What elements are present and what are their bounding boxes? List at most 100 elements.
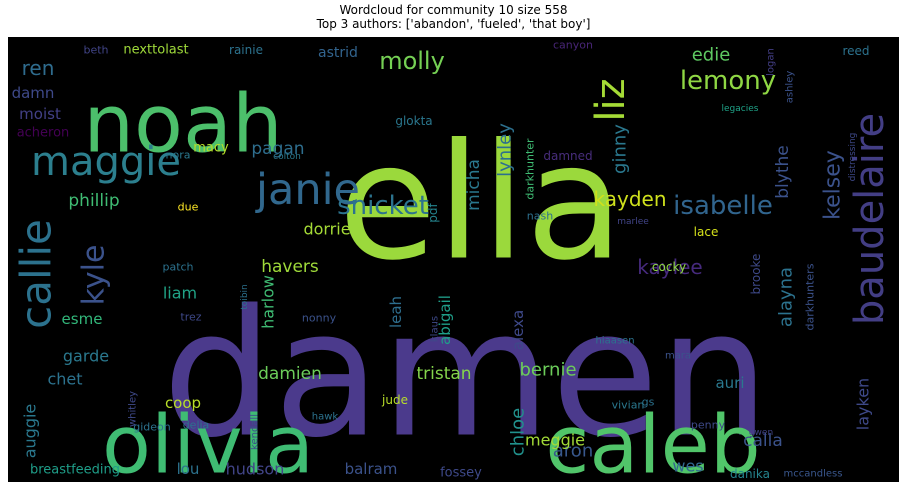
word-colton: colton bbox=[273, 152, 301, 162]
word-tristan: tristan bbox=[416, 364, 471, 384]
word-kayden: kayden bbox=[594, 187, 667, 211]
word-mara: mara bbox=[665, 351, 691, 362]
word-moist: moist bbox=[19, 105, 61, 123]
word-isabelle: isabelle bbox=[673, 191, 773, 221]
word-abigail: abigail bbox=[436, 295, 454, 345]
word-gs: gs bbox=[642, 396, 655, 409]
word-lynley: lynley bbox=[495, 123, 516, 177]
word-reed: reed bbox=[842, 44, 869, 58]
word-micha: micha bbox=[464, 159, 484, 211]
word-callie: callie bbox=[12, 219, 61, 329]
word-damned: damned bbox=[543, 149, 592, 163]
word-chloe: chloe bbox=[508, 408, 529, 456]
word-klaus: klaus bbox=[430, 316, 441, 342]
word-astrid: astrid bbox=[318, 45, 358, 61]
word-caleb: caleb bbox=[545, 399, 760, 483]
word-chet: chet bbox=[47, 370, 82, 389]
word-nonny: nonny bbox=[302, 312, 337, 325]
word-nexttolast: nexttolast bbox=[123, 43, 188, 58]
word-leah: leah bbox=[387, 296, 405, 328]
word-legacies: legacies bbox=[722, 104, 759, 114]
word-beth: beth bbox=[83, 44, 108, 57]
word-janie: janie bbox=[255, 165, 360, 215]
word-molly: molly bbox=[379, 47, 445, 75]
word-lace: lace bbox=[694, 225, 719, 239]
word-damien: damien bbox=[258, 364, 322, 384]
word-noah: noah bbox=[83, 78, 282, 171]
word-havers: havers bbox=[261, 257, 319, 277]
word-darkhunter: darkhunter bbox=[524, 138, 537, 200]
word-auri: auri bbox=[715, 374, 744, 392]
word-marlee: marlee bbox=[617, 217, 649, 227]
word-garde: garde bbox=[63, 347, 109, 366]
word-hudson: hudson bbox=[226, 460, 285, 479]
word-auggie: auggie bbox=[21, 404, 40, 459]
word-maggie: maggie bbox=[31, 139, 181, 185]
word-nora: nora bbox=[166, 149, 191, 162]
word-delia: delia bbox=[183, 419, 210, 432]
word-ella: ella bbox=[338, 109, 623, 296]
word-penny: penny bbox=[691, 419, 726, 432]
word-acheron: acheron bbox=[17, 126, 70, 141]
word-baudelaire: baudelaire bbox=[847, 113, 893, 325]
word-phillip: phillip bbox=[68, 191, 119, 211]
word-damn: damn bbox=[12, 84, 55, 102]
word-lou: lou bbox=[177, 460, 200, 478]
word-rainie: rainie bbox=[229, 43, 263, 57]
word-ren: ren bbox=[22, 56, 55, 80]
word-nash: nash bbox=[527, 210, 553, 223]
word-blythe: blythe bbox=[773, 145, 793, 198]
word-calla: calla bbox=[743, 431, 783, 451]
wordcloud-background bbox=[8, 37, 899, 482]
word-ashley: ashley bbox=[785, 71, 796, 104]
word-meggie: meggie bbox=[525, 431, 585, 450]
word-distressing: distressing bbox=[848, 133, 858, 182]
chart-subtitle: Top 3 authors: ['abandon', 'fueled', 'th… bbox=[316, 17, 591, 31]
chart-title: Wordcloud for community 10 size 558 bbox=[339, 3, 568, 17]
word-coop: coop bbox=[165, 394, 201, 412]
word-kaylee: kaylee bbox=[637, 255, 703, 279]
word-breastfeeding: breastfeeding bbox=[30, 463, 120, 478]
word-kelsey: kelsey bbox=[821, 150, 846, 220]
word-layken: layken bbox=[854, 378, 873, 430]
word-liz: liz bbox=[588, 78, 634, 121]
word-patch: patch bbox=[162, 261, 193, 274]
word-wes: wes bbox=[672, 457, 703, 476]
word-edie: edie bbox=[692, 45, 731, 66]
word-gideon: gideon bbox=[133, 421, 171, 434]
word-brooke: brooke bbox=[749, 254, 763, 295]
word-hiaasen: hiaasen bbox=[595, 336, 634, 347]
word-darkhunters: darkhunters bbox=[804, 263, 817, 330]
word-aron: aron bbox=[553, 441, 593, 462]
word-balram: balram bbox=[345, 460, 398, 478]
word-snicket: snicket bbox=[337, 191, 429, 221]
word-bernie: bernie bbox=[519, 360, 576, 381]
word-danika: danika bbox=[730, 467, 770, 481]
word-dorrie: dorrie bbox=[303, 220, 350, 239]
word-vivian: vivian bbox=[612, 399, 645, 412]
word-gwen: gwen bbox=[749, 428, 773, 438]
word-alexa: alexa bbox=[509, 310, 527, 350]
word-olivia: olivia bbox=[102, 399, 314, 483]
word-fossey: fossey bbox=[440, 466, 482, 481]
word-kendall: kendall bbox=[250, 414, 261, 450]
word-lemony: lemony bbox=[680, 66, 776, 96]
word-toibin: toibin bbox=[240, 284, 250, 309]
word-alayna: alayna bbox=[776, 267, 797, 327]
word-esme: esme bbox=[62, 310, 103, 328]
word-jude: jude bbox=[381, 393, 408, 407]
word-macy: macy bbox=[193, 141, 229, 156]
word-cocky: cocky bbox=[652, 260, 686, 274]
word-mccandless: mccandless bbox=[784, 469, 843, 480]
word-hawk: hawk bbox=[312, 412, 339, 423]
word-logan: logan bbox=[766, 48, 777, 76]
word-glokta: glokta bbox=[395, 114, 432, 128]
word-pdf: pdf bbox=[426, 203, 440, 223]
word-harlow: harlow bbox=[259, 275, 278, 329]
word-ginny: ginny bbox=[610, 124, 631, 174]
word-canyon: canyon bbox=[553, 39, 593, 52]
word-kyle: kyle bbox=[77, 245, 112, 306]
word-liam: liam bbox=[163, 284, 197, 303]
